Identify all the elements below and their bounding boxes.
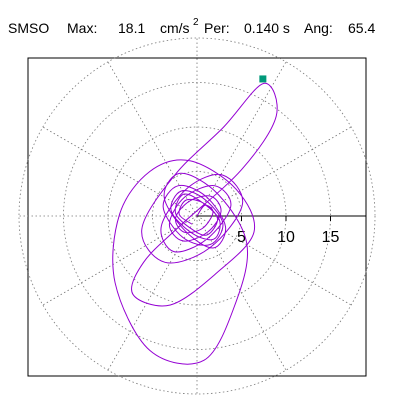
grid-ring-20 <box>18 37 376 395</box>
header-per-value: 0.140 s <box>244 20 290 36</box>
axis-tick-label-5: 5 <box>237 229 246 246</box>
grid-spoke-60 <box>196 61 287 217</box>
grid-spoke-150 <box>42 126 198 217</box>
header-ang-value: 65.4 <box>348 20 375 36</box>
axis-tick-label-10: 10 <box>277 229 295 246</box>
header-ang-label: Ang: <box>304 20 333 36</box>
grid-spoke-120 <box>107 61 198 217</box>
header-max-label: Max: <box>67 20 97 36</box>
grid-spoke-210 <box>42 215 198 306</box>
header-max-unit: cm/s <box>160 20 190 36</box>
header-station: SMSO <box>8 20 49 36</box>
marker-layer <box>259 75 267 83</box>
header-max-value: 18.1 <box>118 20 145 36</box>
axis-tick-label-15: 15 <box>322 229 340 246</box>
grid-spoke-240 <box>107 215 198 371</box>
grid-spoke-330 <box>196 215 352 306</box>
max-marker <box>259 75 267 83</box>
grid-spoke-300 <box>196 215 287 371</box>
grid-spoke-30 <box>196 126 352 217</box>
trace-layer <box>112 82 278 365</box>
radial-axis: 5 10 15 <box>197 215 366 246</box>
header-max-unit-exponent: 2 <box>193 17 199 28</box>
trace-line-0 <box>112 82 278 365</box>
header-per-label: Per: <box>204 20 230 36</box>
